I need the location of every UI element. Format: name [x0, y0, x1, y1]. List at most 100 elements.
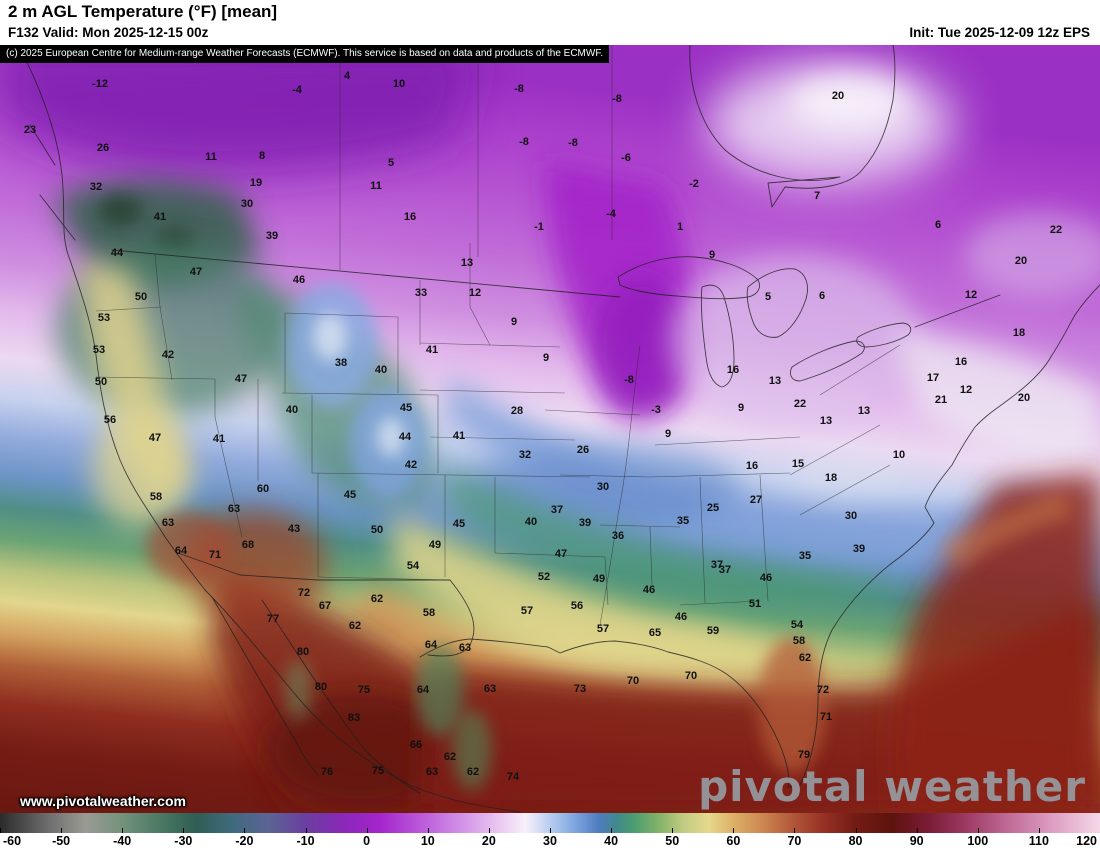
- temperature-value: 74: [506, 771, 520, 783]
- temperature-value: 51: [748, 598, 762, 610]
- temperature-value: 21: [934, 394, 948, 406]
- temperature-value: 75: [371, 765, 385, 777]
- temperature-value: 50: [370, 524, 384, 536]
- temperature-value: 53: [97, 312, 111, 324]
- colorbar-tick: [366, 828, 368, 833]
- temperature-value: 9: [510, 316, 518, 328]
- temperature-value: 65: [648, 627, 662, 639]
- temperature-value: 64: [174, 545, 188, 557]
- temperature-value: 45: [452, 518, 466, 530]
- temperature-value: 57: [596, 623, 610, 635]
- temperature-value: 75: [357, 684, 371, 696]
- temperature-value: 13: [857, 405, 871, 417]
- temperature-value: 47: [554, 548, 568, 560]
- temperature-value: 39: [578, 517, 592, 529]
- temperature-value: 30: [596, 481, 610, 493]
- temperature-value: -4: [606, 208, 616, 220]
- temperature-value: 23: [23, 124, 37, 136]
- temperature-value: 6: [818, 290, 826, 302]
- colorbar-tick: [244, 828, 246, 833]
- colorbar-tick: [122, 828, 124, 833]
- temperature-value: 5: [387, 157, 395, 169]
- colorbar-tick-label: 120: [1076, 834, 1097, 848]
- colorbar-tick: [794, 828, 796, 833]
- temperature-value: 58: [792, 635, 806, 647]
- temperature-value: 12: [964, 289, 978, 301]
- temperature-value: 41: [153, 211, 167, 223]
- temperature-value: 58: [422, 607, 436, 619]
- copyright-bar: (c) 2025 European Centre for Medium-rang…: [0, 45, 610, 63]
- header: 2 m AGL Temperature (°F) [mean] F132 Val…: [0, 0, 1100, 45]
- temperature-value: 57: [520, 605, 534, 617]
- temperature-value: 70: [684, 670, 698, 682]
- temperature-value: 30: [240, 198, 254, 210]
- colorbar-tick: [0, 828, 1, 833]
- temperature-value: 54: [790, 619, 804, 631]
- temperature-value: 39: [852, 543, 866, 555]
- temperature-value: 9: [664, 428, 672, 440]
- temperature-value: 37: [550, 504, 564, 516]
- colorbar-tick: [916, 828, 918, 833]
- colorbar-tick-label: -20: [235, 834, 254, 848]
- temperature-value: 40: [524, 516, 538, 528]
- temperature-value: 62: [798, 652, 812, 664]
- temperature-value: 62: [443, 751, 457, 763]
- temperature-value: 27: [749, 494, 763, 506]
- temperature-value: -8: [612, 93, 622, 105]
- temperature-value: 71: [208, 549, 222, 561]
- temperature-value: 72: [297, 587, 311, 599]
- temperature-value: 80: [296, 646, 310, 658]
- colorbar-tick: [550, 828, 551, 833]
- temperature-value: 49: [428, 539, 442, 551]
- temperature-value: 77: [266, 613, 280, 625]
- station-values: -12 -4 4 10 -8 -8 20 23 26 11 8 5 -8 -8 -6 32 19 11 -2 7 30 4…: [0, 45, 1100, 813]
- temperature-value: 56: [103, 414, 117, 426]
- temperature-value: -8: [624, 374, 634, 386]
- temperature-value: 9: [737, 402, 745, 414]
- colorbar-tick: [977, 828, 979, 833]
- temperature-value: 63: [483, 683, 497, 695]
- temperature-value: 41: [452, 430, 466, 442]
- temperature-value: 72: [816, 684, 830, 696]
- temperature-value: 40: [285, 404, 299, 416]
- temperature-value: 45: [399, 402, 413, 414]
- temperature-value: 49: [592, 573, 606, 585]
- colorbar-tick-label: 40: [604, 834, 619, 848]
- temperature-value: 44: [110, 247, 124, 259]
- temperature-value: 50: [94, 376, 108, 388]
- temperature-value: 35: [676, 515, 690, 527]
- temperature-value: -3: [651, 404, 661, 416]
- temperature-value: 11: [205, 151, 217, 163]
- temperature-value: 66: [409, 739, 423, 751]
- temperature-value: 12: [959, 384, 973, 396]
- temperature-value: 71: [819, 711, 833, 723]
- temperature-value: 45: [343, 489, 357, 501]
- temperature-value: 7: [813, 190, 821, 202]
- colorbar-tick: [427, 828, 429, 833]
- temperature-value: -12: [92, 78, 108, 90]
- temperature-value: 13: [460, 257, 474, 269]
- temperature-value: 8: [258, 150, 266, 162]
- temperature-value: 26: [576, 444, 590, 456]
- temperature-value: 20: [1014, 255, 1028, 267]
- temperature-value: 70: [626, 675, 640, 687]
- colorbar-ticks: [0, 813, 1100, 833]
- temperature-value: -8: [514, 83, 524, 95]
- temperature-value: -1: [534, 221, 544, 233]
- colorbar: -60 -50 -40 -30 -20 -10 0 10 20 30 40 50 60 70 80 90 100…: [0, 813, 1100, 850]
- colorbar-labels: -60 -50 -40 -30 -20 -10 0 10 20 30 40 50 60 70 80 90 100…: [0, 833, 1100, 850]
- colorbar-tick-label: 80: [848, 834, 863, 848]
- colorbar-tick-label: 100: [967, 834, 989, 848]
- colorbar-tick-label: 10: [420, 834, 435, 848]
- temperature-value: 32: [518, 449, 532, 461]
- colorbar-tick-label: -30: [174, 834, 193, 848]
- colorbar-tick: [61, 828, 63, 833]
- temperature-value: 17: [926, 372, 940, 384]
- temperature-value: 47: [148, 432, 162, 444]
- colorbar-tick-label: -40: [113, 834, 132, 848]
- temperature-value: 16: [745, 460, 759, 472]
- temperature-value: 13: [819, 415, 833, 427]
- temperature-map-svg: [0, 45, 1100, 813]
- temperature-value: 18: [824, 472, 838, 484]
- colorbar-tick-label: 50: [665, 834, 680, 848]
